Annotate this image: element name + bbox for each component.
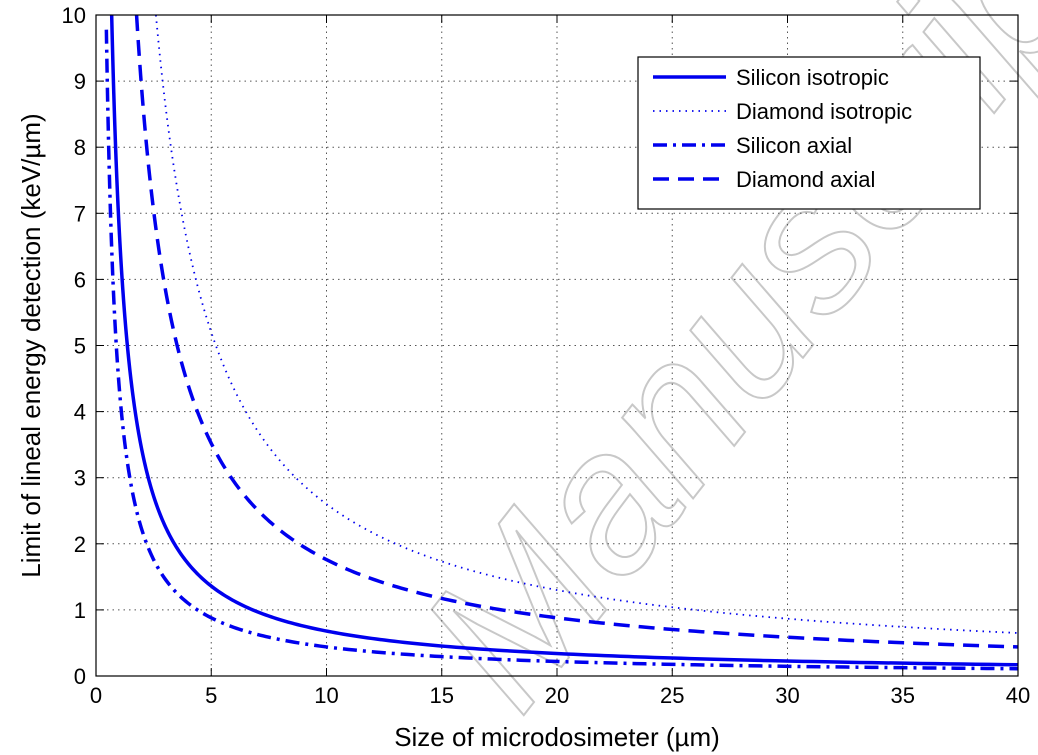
y-tick-label: 2 (74, 532, 86, 557)
legend: Silicon isotropic Diamond isotropic Silico… (637, 56, 981, 210)
x-axis-label: Size of microdosimeter (µm) (394, 722, 720, 752)
x-tick-label: 15 (430, 683, 454, 708)
y-tick-label: 3 (74, 466, 86, 491)
x-tick-label: 10 (314, 683, 338, 708)
y-tick-label: 9 (74, 69, 86, 94)
legend-box (637, 56, 981, 210)
x-tick-label: 30 (775, 683, 799, 708)
axis-ticks: 0 5 10 15 20 25 30 35 40 0 1 2 3 4 5 6 7 8 9 10 (62, 3, 1031, 708)
y-tick-label: 10 (62, 3, 86, 28)
x-tick-label: 20 (545, 683, 569, 708)
series-line-diamond-axial (134, 14, 1019, 649)
y-tick-label: 5 (74, 334, 86, 359)
x-tick-label: 40 (1006, 683, 1030, 708)
x-tick-label: 35 (891, 683, 915, 708)
y-tick-label: 0 (74, 664, 86, 689)
y-tick-label: 6 (74, 267, 86, 292)
legend-label: Silicon isotropic (736, 65, 889, 90)
y-tick-label: 1 (74, 598, 86, 623)
series-line-silicon-axial (104, 29, 1019, 671)
y-axis-label: Limit of lineal energy detection (keV/µm… (16, 113, 46, 577)
y-tick-label: 4 (74, 400, 86, 425)
series-line-silicon-isotropic (109, 14, 1019, 667)
series-lines (104, 14, 1019, 671)
legend-label: Diamond isotropic (736, 99, 912, 124)
x-tick-label: 25 (660, 683, 684, 708)
x-tick-label: 0 (90, 683, 102, 708)
legend-label: Diamond axial (736, 167, 875, 192)
legend-label: Silicon axial (736, 133, 852, 158)
x-tick-label: 5 (205, 683, 217, 708)
y-tick-label: 7 (74, 201, 86, 226)
y-tick-label: 8 (74, 135, 86, 160)
